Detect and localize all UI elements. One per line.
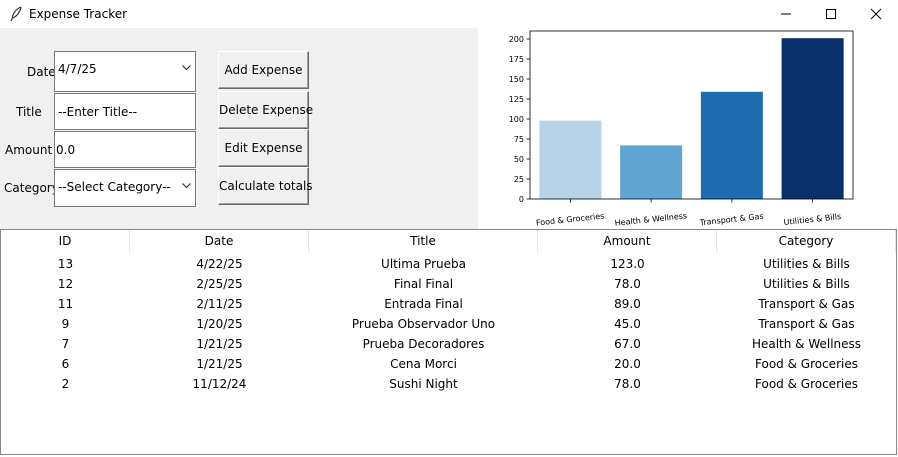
table-cell-title: Cena Morci [390, 357, 457, 371]
y-tick-label: 125 [509, 95, 524, 104]
chart-bar [781, 38, 844, 200]
y-tick-label: 25 [514, 175, 524, 184]
table-cell-date: 4/22/25 [196, 257, 243, 271]
x-tick-label: Utilities & Bills [783, 212, 841, 227]
table-cell-category: Utilities & Bills [763, 257, 850, 271]
y-tick-label: 75 [514, 135, 524, 144]
table-cell-date: 2/25/25 [196, 277, 243, 291]
y-tick-label: 50 [514, 155, 524, 164]
column-header-amount[interactable]: Amount [538, 230, 717, 253]
edit-expense-button[interactable]: Edit Expense [218, 129, 309, 167]
category-select[interactable]: --Select Category-- [54, 169, 196, 207]
table-cell-title: Prueba Decoradores [362, 337, 485, 351]
category-value: --Select Category-- [58, 180, 171, 194]
maximize-icon [826, 9, 836, 19]
chevron-down-icon[interactable] [182, 65, 191, 71]
window-title: Expense Tracker [29, 7, 128, 21]
table-cell-date: 1/20/25 [196, 317, 243, 331]
maximize-button[interactable] [808, 0, 854, 28]
table-cell-title: Final Final [393, 277, 454, 291]
x-tick-label: Food & Groceries [536, 211, 605, 227]
table-row[interactable]: 7 1/21/25 Prueba Decoradores 67.0 Health & W… [1, 334, 896, 354]
table-cell-amount: 78.0 [614, 277, 641, 291]
table-cell-category: Food & Groceries [755, 377, 858, 391]
table-cell-title: Prueba Observador Uno [351, 317, 496, 331]
expenses-table[interactable]: ID Date Title Amount Category 13 4/22/25 Ultim… [0, 229, 897, 455]
table-cell-category: Food & Groceries [755, 357, 858, 371]
delete-expense-button[interactable]: Delete Expense [218, 91, 313, 129]
y-tick-label: 100 [509, 115, 524, 124]
table-cell-id: 11 [57, 297, 74, 311]
table-cell-id: 9 [61, 317, 70, 331]
minimize-icon [781, 13, 791, 15]
date-picker[interactable]: 4/7/25 [54, 51, 196, 92]
table-cell-category: Transport & Gas [758, 317, 855, 331]
expense-form: Date 4/7/25 Title --Enter Title-- Amount… [0, 28, 478, 229]
expense-bar-chart: 0 25 50 75 100 125 150 175 200 Food & Groceries He… [478, 28, 898, 229]
amount-input-value: 0.0 [56, 143, 76, 157]
table-cell-date: 2/11/25 [196, 297, 243, 311]
minimize-button[interactable] [763, 0, 809, 28]
table-cell-title: Entrada Final [384, 297, 463, 311]
x-tick-label: Health & Wellness [614, 211, 687, 228]
close-button[interactable] [853, 0, 898, 28]
table-cell-category: Utilities & Bills [763, 277, 850, 291]
table-row[interactable]: 12 2/25/25 Final Final 78.0 Utilities & Bill… [1, 274, 896, 294]
amount-input[interactable]: 0.0 [54, 131, 196, 168]
column-header-id[interactable]: ID [1, 230, 130, 253]
table-cell-title: Ultima Prueba [381, 257, 466, 271]
title-input[interactable]: --Enter Title-- [54, 93, 196, 130]
column-header-title[interactable]: Title [309, 230, 538, 253]
table-cell-title: Sushi Night [389, 377, 458, 391]
category-label: Category [4, 181, 59, 195]
date-label: Date [27, 65, 56, 79]
table-cell-id: 7 [61, 337, 70, 351]
table-cell-amount: 45.0 [614, 317, 641, 331]
table-cell-amount: 20.0 [614, 357, 641, 371]
table-row[interactable]: 13 4/22/25 Ultima Prueba 123.0 Utilities & B… [1, 254, 896, 274]
column-header-category[interactable]: Category [717, 230, 896, 253]
date-value: 4/7/25 [58, 62, 97, 76]
chart-canvas: 0 25 50 75 100 125 150 175 200 Food & Groceries He… [509, 30, 854, 228]
table-cell-id: 12 [57, 277, 74, 291]
x-tick-label: Transport & Gas [698, 212, 764, 228]
table-cell-id: 2 [61, 377, 70, 391]
table-header: ID Date Title Amount Category [1, 230, 896, 253]
table-cell-date: 1/21/25 [196, 357, 243, 371]
column-header-date[interactable]: Date [130, 230, 309, 253]
chart-bar [539, 120, 602, 199]
y-tick-label: 0 [519, 195, 524, 204]
table-cell-category: Health & Wellness [751, 337, 862, 351]
table-cell-amount: 78.0 [614, 377, 641, 391]
chevron-down-icon[interactable] [182, 183, 191, 189]
y-tick-label: 175 [509, 55, 524, 64]
title-bar: Expense Tracker [0, 0, 898, 28]
amount-label: Amount [5, 143, 53, 157]
table-cell-amount: 89.0 [614, 297, 641, 311]
y-tick-label: 200 [509, 35, 524, 44]
table-row[interactable]: 11 2/11/25 Entrada Final 89.0 Transport & Ga… [1, 294, 896, 314]
table-cell-id: 6 [61, 357, 70, 371]
table-cell-date: 1/21/25 [196, 337, 243, 351]
table-cell-id: 13 [57, 257, 74, 271]
table-row[interactable]: 9 1/20/25 Prueba Observador Uno 45.0 Transpo… [1, 314, 896, 334]
calculate-totals-button[interactable]: Calculate totals [218, 167, 313, 205]
y-tick-label: 150 [509, 75, 524, 84]
close-icon [870, 8, 882, 20]
title-input-value: --Enter Title-- [58, 105, 138, 119]
title-label: Title [16, 105, 42, 119]
chart-frame [529, 30, 854, 200]
add-expense-button[interactable]: Add Expense [218, 51, 309, 89]
chart-bar [700, 91, 763, 199]
feather-icon [10, 6, 22, 22]
table-row[interactable]: 2 11/12/24 Sushi Night 78.0 Food & Groceries [1, 374, 896, 394]
chart-bar [620, 145, 683, 199]
table-cell-amount: 123.0 [610, 257, 645, 271]
table-cell-category: Transport & Gas [758, 297, 855, 311]
table-cell-date: 11/12/24 [192, 377, 247, 391]
table-cell-amount: 67.0 [614, 337, 641, 351]
table-row[interactable]: 6 1/21/25 Cena Morci 20.0 Food & Groceries [1, 354, 896, 374]
